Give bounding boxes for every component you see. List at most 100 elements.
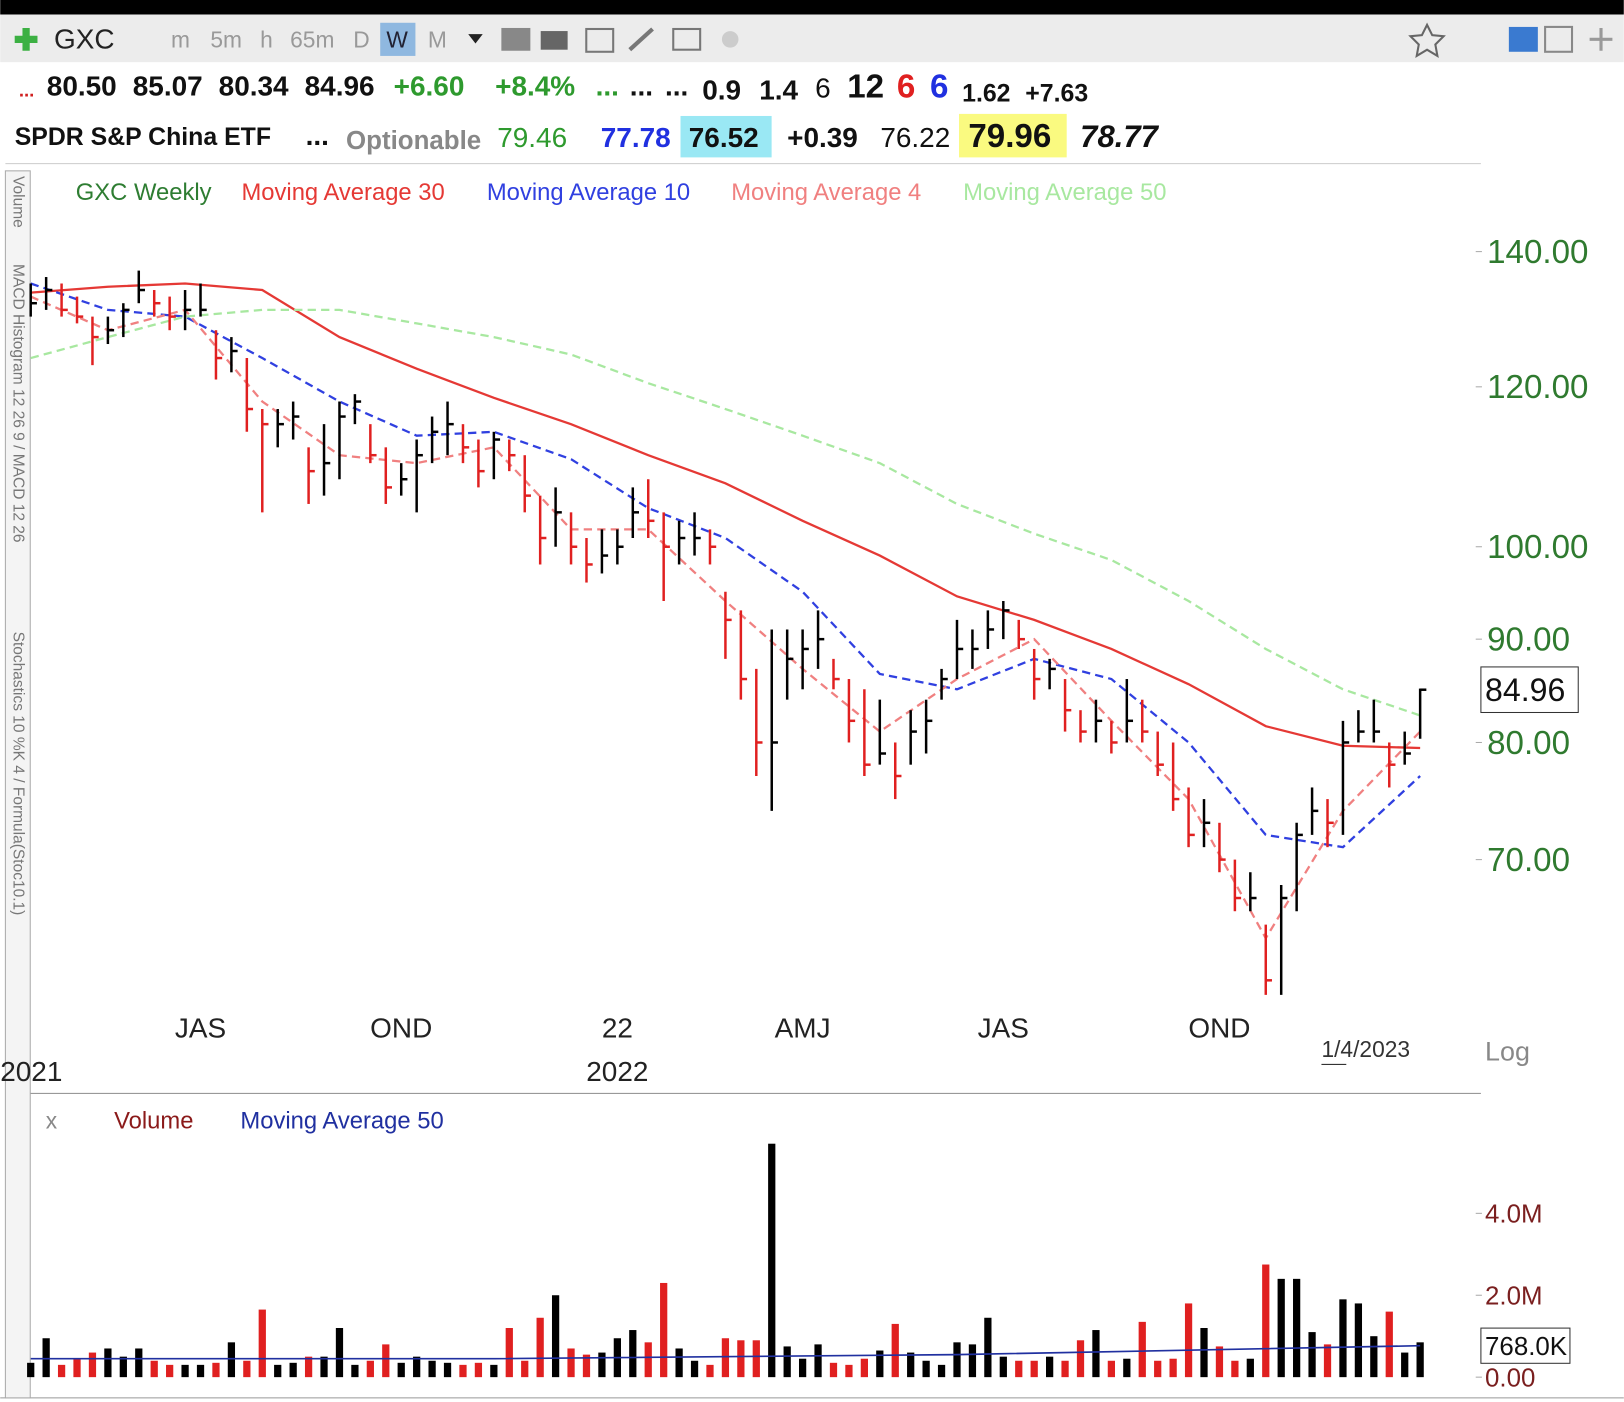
interval[interactable]: D (353, 27, 369, 53)
moving-average (30, 282, 1421, 750)
volume-bar (212, 1362, 220, 1378)
quote: ... (19, 79, 35, 100)
volume-bar (1169, 1358, 1177, 1378)
tool-icon[interactable] (1508, 26, 1538, 52)
volume-bar (181, 1364, 189, 1378)
interval[interactable]: W (386, 27, 408, 53)
tool-icon[interactable] (540, 31, 568, 50)
quote: +7.63 (1025, 80, 1088, 107)
add-icon[interactable] (14, 27, 38, 51)
interval[interactable]: h (260, 27, 273, 53)
volume-bar (1123, 1358, 1131, 1378)
tool-icon[interactable] (501, 27, 531, 51)
volume-bar (1215, 1346, 1224, 1378)
interval[interactable]: M (428, 27, 447, 53)
last-price-box (1480, 666, 1579, 714)
volume-bar (366, 1360, 374, 1378)
quote: 79.96 (968, 118, 1051, 155)
volume-bar (27, 1362, 35, 1378)
volume-bar (397, 1362, 405, 1378)
legend-item[interactable]: Moving Average 10 (487, 179, 690, 206)
quote: ... (596, 70, 619, 101)
volume-bar (567, 1348, 575, 1378)
side-label[interactable]: Stochastics 10 %K 4 / Formula(Stoc10.1) (10, 632, 27, 916)
volume-bar (1370, 1336, 1378, 1378)
symbol[interactable]: GXC (54, 24, 115, 55)
quote: 78.77 (1080, 119, 1159, 154)
quote: 0.9 (702, 74, 741, 105)
side-label[interactable]: Volume (10, 176, 27, 228)
volume-bar (505, 1328, 513, 1378)
tool-icon[interactable] (721, 31, 739, 48)
legend-item[interactable]: Moving Average 50 (240, 1108, 443, 1135)
quote: 76.22 (880, 122, 950, 153)
volume-bar (1231, 1360, 1239, 1378)
x-tick-label: JAS (175, 1013, 226, 1044)
volume-bar (73, 1358, 81, 1378)
star-icon[interactable] (1408, 22, 1446, 58)
volume-bar (1030, 1360, 1038, 1378)
x-tick-label: OND (370, 1013, 432, 1044)
volume-bar (1200, 1328, 1208, 1378)
tool-icon[interactable] (672, 27, 702, 51)
volume-bar (845, 1364, 853, 1378)
quote: 1.4 (759, 74, 798, 105)
interval[interactable]: 5m (210, 27, 242, 53)
volume-bar (1323, 1344, 1332, 1378)
interval[interactable]: 65m (290, 27, 334, 53)
active-interval (380, 22, 416, 56)
quote: 80.50 (47, 70, 117, 101)
y-tick-label: 100.00 (1487, 529, 1588, 566)
y-tick-label: 80.00 (1487, 725, 1570, 762)
close-panel[interactable]: x (46, 1108, 58, 1134)
scale-label[interactable]: Log (1485, 1036, 1530, 1066)
legend-title[interactable]: GXC Weekly (76, 179, 212, 206)
volume-bar (860, 1358, 868, 1378)
volume-bar (1339, 1299, 1347, 1378)
y-tick-label: 0.00 (1485, 1364, 1535, 1392)
volume-bar (1076, 1340, 1085, 1378)
y-tick-label: 2.0M (1485, 1283, 1543, 1311)
volume-bar (752, 1340, 760, 1378)
tool-icon[interactable] (1589, 27, 1613, 51)
interval[interactable]: m (171, 27, 190, 53)
highlight (680, 115, 772, 158)
volume-bar (335, 1328, 344, 1378)
volume-bar (1308, 1332, 1316, 1378)
tool-icon[interactable] (585, 27, 615, 53)
volume-bar (119, 1356, 127, 1378)
volume-bar (999, 1356, 1007, 1378)
volume-bar (474, 1362, 483, 1378)
x-tick-label: JAS (978, 1013, 1029, 1044)
x-tick-label: OND (1188, 1013, 1250, 1044)
volume-bar (490, 1364, 498, 1378)
legend-item[interactable]: Moving Average 30 (241, 179, 444, 206)
legend-title[interactable]: Volume (114, 1108, 193, 1135)
volume-bar (876, 1350, 884, 1378)
volume-bar (829, 1362, 838, 1378)
volume-bar (459, 1364, 467, 1378)
volume-bar (42, 1338, 50, 1378)
highlight (959, 113, 1067, 158)
tool-icon[interactable] (628, 27, 654, 52)
security-name: SPDR S&P China ETF (15, 124, 271, 151)
volume-bar (706, 1364, 714, 1378)
volume-bar (57, 1364, 66, 1378)
date-label: 1/4/2023 (1321, 1036, 1410, 1062)
volume-bar (582, 1354, 591, 1378)
quote: 79.46 (497, 122, 567, 153)
dropdown-icon[interactable] (468, 34, 483, 44)
volume-bar (166, 1364, 174, 1378)
quote: 6 (930, 68, 948, 105)
quote: +8.4% (495, 70, 575, 101)
tool-icon[interactable] (1544, 25, 1574, 53)
volume-bar (428, 1360, 436, 1378)
quote: 80.34 (219, 70, 289, 101)
volume-bar (536, 1317, 544, 1378)
volume-bar (1385, 1311, 1393, 1378)
side-label[interactable]: MACD Histogram 12 26 9 / MACD 12 26 (10, 264, 27, 543)
volume-bar (629, 1330, 637, 1378)
quote: Optionable (346, 127, 481, 155)
legend-item[interactable]: Moving Average 50 (963, 179, 1166, 206)
legend-item[interactable]: Moving Average 4 (731, 179, 921, 206)
